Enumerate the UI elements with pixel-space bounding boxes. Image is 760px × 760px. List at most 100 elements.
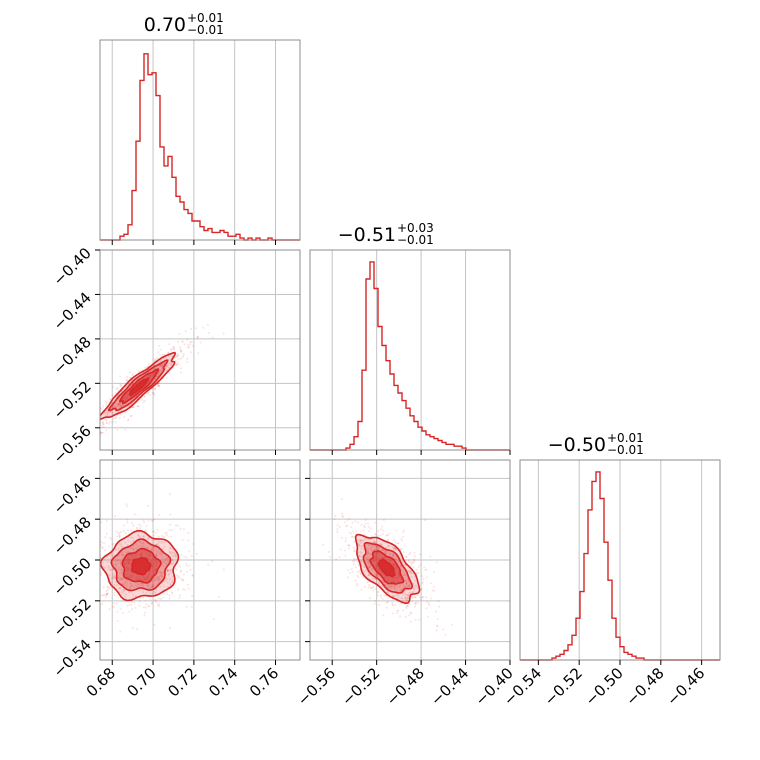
sample-point xyxy=(164,561,167,564)
sample-point xyxy=(367,562,370,565)
sample-point xyxy=(102,565,105,568)
sample-point xyxy=(419,553,422,556)
sample-point xyxy=(131,608,134,611)
sample-point xyxy=(129,541,132,544)
sample-point xyxy=(138,536,141,538)
sample-point xyxy=(407,584,410,587)
sample-point xyxy=(158,345,161,347)
sample-point xyxy=(92,419,94,421)
sample-point xyxy=(366,561,369,564)
sample-point xyxy=(175,364,178,367)
sample-point xyxy=(360,523,363,526)
sample-point xyxy=(112,576,115,579)
sample-point xyxy=(411,597,414,599)
sample-point xyxy=(160,574,163,577)
sample-point xyxy=(157,351,160,354)
sample-point xyxy=(105,414,108,417)
sample-point xyxy=(381,579,384,582)
sample-point xyxy=(156,373,159,376)
sample-point xyxy=(117,403,120,406)
sample-point xyxy=(111,411,114,414)
sample-point xyxy=(409,551,412,554)
sample-point xyxy=(122,611,124,614)
sample-point xyxy=(102,405,105,408)
sample-point xyxy=(126,551,129,554)
sample-point xyxy=(133,513,136,516)
sample-point xyxy=(410,572,413,575)
sample-point xyxy=(157,578,160,581)
sample-point xyxy=(151,580,154,582)
sample-point xyxy=(155,554,158,557)
y-tick-label: −0.56 xyxy=(50,422,95,467)
sample-point xyxy=(120,547,123,550)
sample-point xyxy=(373,541,376,544)
sample-point xyxy=(170,591,173,594)
sample-point xyxy=(442,628,445,631)
sample-point xyxy=(366,557,369,560)
sample-point xyxy=(341,515,344,518)
sample-point xyxy=(188,346,190,348)
sample-point xyxy=(377,575,379,578)
sample-point xyxy=(171,562,174,565)
sample-point xyxy=(114,580,117,583)
sample-point xyxy=(159,550,162,553)
sample-point xyxy=(100,521,103,524)
sample-point xyxy=(110,554,113,557)
sample-point xyxy=(385,534,388,537)
sample-point xyxy=(381,533,384,535)
sample-point xyxy=(437,600,440,602)
sample-point xyxy=(348,531,351,534)
sample-point xyxy=(408,585,411,588)
sample-point xyxy=(425,607,428,610)
sample-point xyxy=(174,356,177,359)
sample-point xyxy=(142,535,145,538)
sample-point xyxy=(183,555,186,558)
sample-point xyxy=(185,605,188,608)
sample-point xyxy=(141,582,144,585)
sample-point xyxy=(105,519,108,522)
sample-point xyxy=(373,548,376,551)
sample-point xyxy=(181,538,184,541)
sample-point xyxy=(117,566,120,569)
sample-point xyxy=(413,558,416,561)
sample-point xyxy=(144,606,147,609)
sample-point xyxy=(131,626,134,629)
sample-point xyxy=(112,574,115,577)
sample-point xyxy=(122,577,125,580)
sample-point xyxy=(189,341,192,343)
sample-point xyxy=(130,547,133,550)
sample-point xyxy=(129,415,132,418)
sample-point xyxy=(374,599,377,602)
sample-point xyxy=(131,522,134,525)
sample-point xyxy=(108,398,111,401)
sample-point xyxy=(139,584,142,587)
x-tick-label: −0.56 xyxy=(294,664,339,709)
joint-panel-1-2: −0.56−0.52−0.48−0.44−0.40 xyxy=(50,244,301,467)
sample-point xyxy=(120,383,123,386)
sample-point xyxy=(169,582,172,585)
sample-point xyxy=(120,588,123,591)
sample-point xyxy=(347,544,350,547)
sample-point xyxy=(154,387,157,390)
sample-point xyxy=(136,528,139,530)
sample-point xyxy=(114,417,117,420)
sample-point xyxy=(389,584,392,587)
sample-point xyxy=(174,554,177,557)
sample-point xyxy=(370,535,373,538)
sample-point xyxy=(369,565,372,568)
x-tick-label: 0.72 xyxy=(164,664,200,700)
sample-point xyxy=(402,535,404,538)
sample-point xyxy=(407,594,409,597)
sample-point xyxy=(189,569,192,571)
sample-point xyxy=(169,547,172,550)
sample-point xyxy=(115,387,118,390)
sample-point xyxy=(157,542,160,545)
sample-point xyxy=(402,583,404,585)
sample-point xyxy=(136,628,139,631)
sample-point xyxy=(165,365,168,368)
sample-point xyxy=(420,588,423,591)
sample-point xyxy=(386,601,389,604)
sample-point xyxy=(181,578,183,581)
sample-point xyxy=(148,605,151,608)
sample-point xyxy=(370,549,373,552)
